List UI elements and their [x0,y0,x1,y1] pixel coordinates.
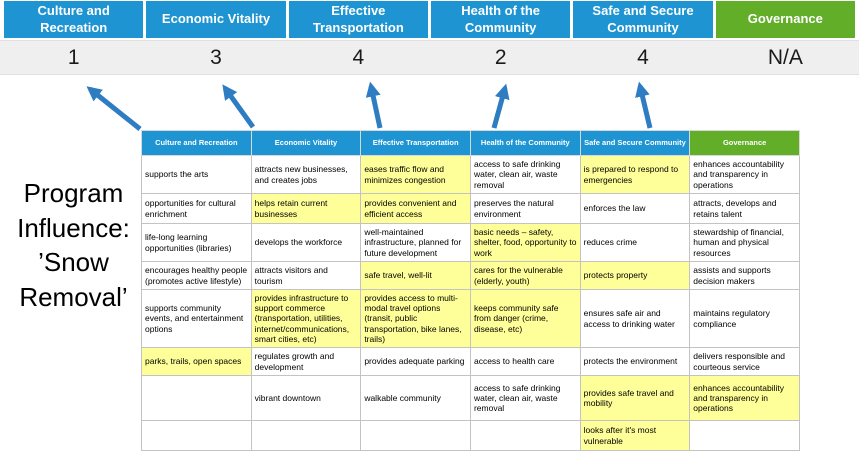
matrix-cell: enhances accountability and transparency… [689,155,800,194]
matrix-cell: cares for the vulnerable (elderly, youth… [469,261,581,290]
matrix-cell: basic needs – safety, shelter, food, opp… [469,223,581,262]
matrix-cell [141,420,252,451]
matrix-cell [141,375,252,421]
matrix-cell: safe travel, well-lit [360,261,471,290]
matrix-cell: protects property [579,261,691,290]
arrow-health [491,83,510,129]
matrix-cell: enforces the law [579,193,691,224]
matrix-header-4: Health of the Community [469,130,581,156]
matrix-header-2: Economic Vitality [250,130,362,156]
matrix-head-row: Culture and Recreation Economic Vitality E… [141,130,800,156]
matrix-cell [689,420,800,451]
matrix-cell: maintains regulatory compliance [689,289,800,348]
matrix-row-5: supports community events, and entertain… [141,289,800,348]
matrix-cell: attracts visitors and tourism [250,261,362,290]
matrix-cell: delivers responsible and courteous servi… [689,347,800,376]
matrix-row-1: supports the arts attracts new businesses… [141,155,800,194]
matrix-cell: ensures safe air and access to drinking … [579,289,691,348]
influence-arrows [86,81,653,131]
matrix-row-8: looks after it's most vulnerable [141,420,800,451]
arrow-economic [222,84,256,129]
matrix-body: supports the arts attracts new businesses… [141,155,800,451]
pillar-score-6: N/A [767,45,803,69]
matrix-cell: provides safe travel and mobility [579,375,691,421]
arrow-transportation [365,81,383,129]
matrix-cell: opportunities for cultural enrichment [141,193,252,224]
score-band: 1 3 4 2 4 N/A [0,40,859,75]
matrix-cell: supports community events, and entertain… [141,289,252,348]
matrix-cell: provides convenient and efficient access [360,193,471,224]
matrix-cell: provides access to multi-modal travel op… [360,289,471,348]
matrix-cell: protects the environment [579,347,691,376]
matrix-row-6: parks, trails, open spaces regulates grow… [141,347,800,376]
pillar-header-3: Effective Transportation [288,1,428,38]
program-influence-title: Program Influence: ’Snow Removal’ [17,178,130,312]
matrix-row-7: vibrant downtown walkable community access… [141,375,800,421]
pillar-score-2: 3 [210,45,222,69]
matrix-cell: attracts new businesses, and creates job… [250,155,362,194]
pillar-header-row: Culture and Recreation Economic Vitality E… [4,1,855,38]
matrix-row-4: encourages healthy people (promotes acti… [141,261,800,290]
matrix-cell: attracts, develops and retains talent [689,193,800,224]
arrow-culture [86,86,142,131]
pillar-header-6: Governance [715,1,855,38]
matrix-cell: supports the arts [141,155,252,194]
matrix-cell: reduces crime [579,223,691,262]
matrix-cell: keeps community safe from danger (crime,… [469,289,581,348]
matrix-cell: looks after it's most vulnerable [579,420,691,451]
pillar-header-1: Culture and Recreation [4,1,144,38]
matrix-cell: encourages healthy people (promotes acti… [141,261,252,290]
score-row: 1 3 4 2 4 N/A [4,41,855,74]
pillar-score-3: 4 [352,45,365,69]
matrix-cell: assists and supports decision makers [689,261,800,290]
pillar-score-5: 4 [637,45,649,69]
matrix-header-3: Effective Transportation [360,130,471,156]
matrix-cell: enhances accountability and transparency… [689,375,800,421]
pillar-header-5: Safe and Secure Community [573,1,713,38]
matrix-cell: provides infrastructure to support comme… [250,289,362,348]
matrix-row-3: life-long learning opportunities (librar… [141,223,800,262]
matrix-cell: access to safe drinking water, clean air… [469,375,581,421]
matrix-cell [360,420,471,451]
matrix-row-2: opportunities for cultural enrichment hel… [141,193,800,224]
matrix-header-6: Governance [689,130,800,156]
matrix-header-1: Culture and Recreation [141,130,252,156]
pillar-header-4: Health of the Community [430,1,571,38]
matrix-cell: regulates growth and development [250,347,362,376]
matrix-cell: life-long learning opportunities (librar… [141,223,252,262]
influence-table: Culture and Recreation Economic Vitality E… [141,130,800,451]
matrix-cell: is prepared to respond to emergencies [579,155,691,194]
pillar-header-2: Economic Vitality [146,1,286,38]
matrix-cell: access to safe drinking water, clean air… [469,155,581,194]
matrix-cell: well-maintained infrastructure, planned … [360,223,471,262]
matrix-cell [469,420,581,451]
matrix-cell: vibrant downtown [250,375,362,421]
matrix-cell: provides adequate parking [360,347,471,376]
matrix-cell: walkable community [360,375,471,421]
matrix-cell [250,420,362,451]
pillar-score-4: 2 [494,45,507,69]
matrix-cell: eases traffic flow and minimizes congest… [360,155,471,194]
matrix-cell: stewardship of financial, human and phys… [689,223,800,262]
matrix-cell: helps retain current businesses [250,193,362,224]
matrix-cell: parks, trails, open spaces [141,347,252,376]
matrix-header-5: Safe and Secure Community [579,130,691,156]
arrow-safe [635,81,653,129]
matrix-cell: develops the workforce [250,223,362,262]
matrix-cell: access to health care [469,347,581,376]
matrix-cell: preserves the natural environment [469,193,581,224]
pillar-score-1: 1 [67,45,80,69]
